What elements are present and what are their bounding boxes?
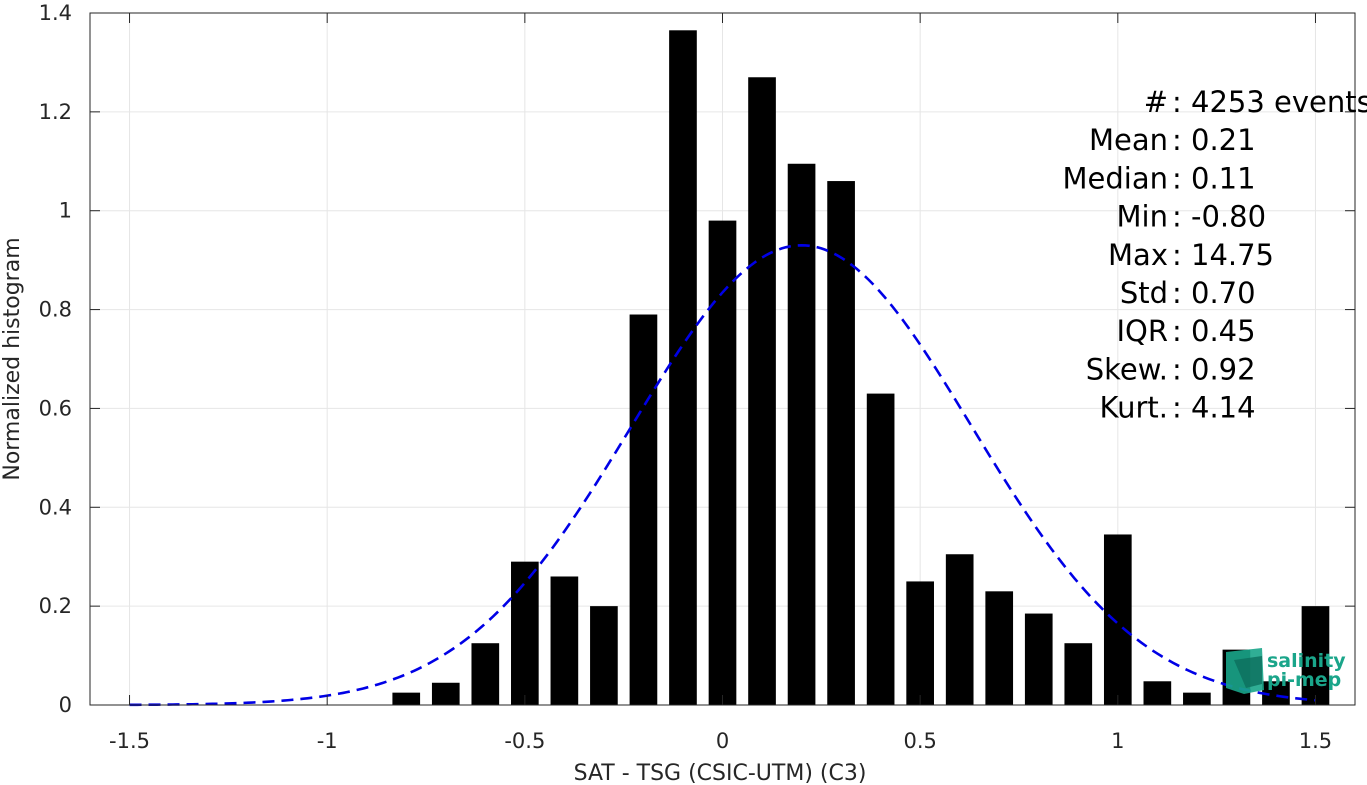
y-tick-labels: 0 0.2 0.4 0.6 0.8 1 1.2 1.4 <box>39 1 72 717</box>
stat-line: # <box>1144 85 1168 119</box>
stat-value: : 0.21 <box>1172 123 1256 157</box>
stat-line: Max <box>1108 238 1168 272</box>
stat-line: Mean <box>1089 123 1168 157</box>
x-tick-label: -1.5 <box>109 729 150 753</box>
histogram-bar <box>748 77 776 705</box>
histogram-bar <box>1103 534 1132 705</box>
histogram-bars <box>392 30 1330 706</box>
stat-value: : 4.14 <box>1172 391 1256 425</box>
x-tick-label: 1 <box>1111 729 1124 753</box>
histogram-bar <box>985 591 1014 705</box>
stat-value: : 0.45 <box>1172 314 1256 348</box>
x-tick-label: 1.5 <box>1299 729 1332 753</box>
stat-line: Std <box>1120 276 1168 310</box>
histogram-bar <box>906 581 934 705</box>
x-tick-labels: -1.5 -1 -0.5 0 0.5 1 1.5 <box>109 729 1332 753</box>
stat-label: # <box>1144 85 1168 119</box>
stat-label: Median <box>1063 161 1168 195</box>
histogram-bar <box>1024 613 1053 705</box>
y-tick-label: 0 <box>59 693 72 717</box>
histogram-bar <box>511 561 539 705</box>
y-tick-label: 0.4 <box>39 495 72 519</box>
stat-label: Std <box>1120 276 1168 310</box>
stat-line: Min <box>1117 200 1168 234</box>
histogram-bar <box>590 606 618 705</box>
x-tick-label: -1 <box>317 729 338 753</box>
y-tick-label: 0.8 <box>39 298 72 322</box>
histogram-bar <box>669 30 697 706</box>
y-tick-label: 1 <box>59 199 72 223</box>
histogram-bar <box>1143 681 1172 705</box>
histogram-bar <box>787 163 816 705</box>
y-tick-label: 0.6 <box>39 396 72 420</box>
stat-line: Kurt. <box>1100 391 1168 425</box>
stat-value: : -0.80 <box>1172 200 1266 234</box>
y-tick-label: 1.4 <box>39 1 72 25</box>
histogram-bar <box>945 554 974 705</box>
stat-label: Kurt. <box>1100 391 1168 425</box>
x-tick-label: -0.5 <box>504 729 545 753</box>
axes-box <box>89 12 1356 706</box>
histogram-bar <box>550 576 579 705</box>
y-tick-label: 0.2 <box>39 594 72 618</box>
grid-lines <box>90 12 1355 706</box>
histogram-bar <box>1064 643 1093 705</box>
histogram-bar <box>629 314 658 705</box>
stat-value: : 0.11 <box>1172 161 1256 195</box>
logo-line1: salinity <box>1267 650 1346 672</box>
stat-label: IQR <box>1116 314 1168 348</box>
histogram-bar <box>1301 606 1330 705</box>
stat-label: Min <box>1117 200 1168 234</box>
y-tick-label: 1.2 <box>39 100 72 124</box>
stat-value: : 0.70 <box>1172 276 1256 310</box>
stat-value: : 14.75 <box>1172 238 1274 272</box>
stat-value: : 4253 events <box>1172 85 1367 119</box>
histogram-bar <box>1262 681 1290 705</box>
histogram-bar <box>471 643 500 705</box>
histogram-bar <box>431 682 460 705</box>
y-axis-label: Normalized histogram <box>0 237 25 480</box>
stat-label: Mean <box>1089 123 1168 157</box>
histogram-bar <box>827 181 855 706</box>
stat-line: IQR <box>1116 314 1168 348</box>
stat-line: Skew. <box>1086 352 1168 386</box>
stat-line: Median <box>1063 161 1168 195</box>
logo-line2: pi-mep <box>1267 669 1341 691</box>
histogram-bar <box>392 692 421 705</box>
salinity-pimep-logo: salinity pi-mep <box>1226 648 1346 694</box>
stat-label: Skew. <box>1086 352 1168 386</box>
stat-value: : 0.92 <box>1172 352 1256 386</box>
x-tick-label: 0.5 <box>903 729 936 753</box>
histogram-bar <box>866 393 895 705</box>
stat-label: Max <box>1108 238 1168 272</box>
logo-mark-shade <box>1234 656 1262 688</box>
histogram-bar <box>1183 692 1211 705</box>
x-tick-label: 0 <box>716 729 729 753</box>
x-axis-label: SAT - TSG (CSIC-UTM) (C3) <box>574 761 867 785</box>
